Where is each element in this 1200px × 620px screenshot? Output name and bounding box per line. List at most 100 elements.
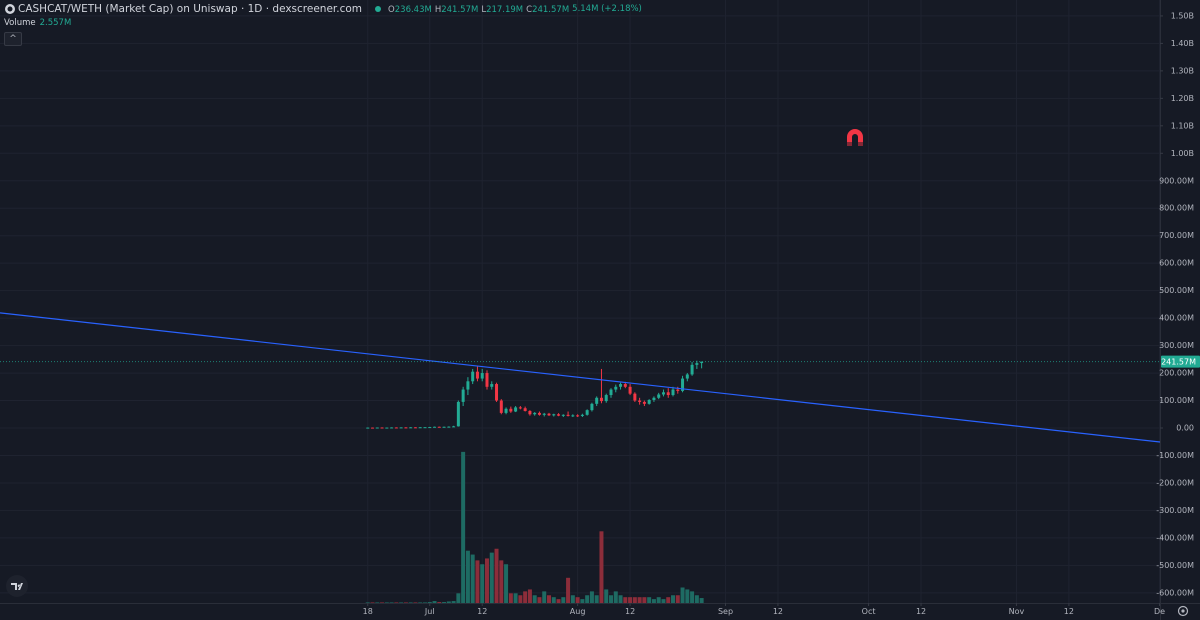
volume-bar <box>671 595 676 603</box>
candle-body <box>461 389 465 402</box>
volume-bar <box>523 591 528 603</box>
ohlc-value: 241.57M <box>441 4 479 15</box>
trendline <box>0 312 1161 443</box>
volume-bar <box>647 597 652 603</box>
volume-bar <box>656 597 661 603</box>
candles <box>366 360 704 429</box>
x-tick-label: 12 <box>773 607 783 616</box>
collapse-button[interactable]: ^ <box>4 32 22 46</box>
candle-body <box>523 408 527 411</box>
volume-bar <box>365 602 370 603</box>
candle-body <box>475 371 479 379</box>
candle-body <box>671 389 675 396</box>
candle-body <box>647 399 651 404</box>
volume-name: Volume <box>4 18 36 28</box>
candle-body <box>423 427 427 429</box>
volume-bar <box>570 595 575 603</box>
volume-bar <box>599 531 604 603</box>
volume-bar <box>451 601 456 603</box>
candle-body <box>518 407 522 409</box>
candle-body <box>442 426 446 428</box>
y-tick-label: -100.00M <box>1156 451 1194 460</box>
change: 5.14M (+2.18%) <box>572 4 642 14</box>
volume-bar <box>437 602 442 603</box>
candle-body <box>509 408 513 412</box>
legend: CASHCAT/WETH (Market Cap) on Uniswap · 1… <box>4 2 645 30</box>
volume-bar <box>537 597 542 603</box>
ohlc-key: O <box>388 4 395 15</box>
y-tick-label: 1.10B <box>1171 121 1194 130</box>
volume-bar <box>380 602 385 603</box>
candle-body <box>366 427 370 429</box>
candle-body <box>418 427 422 429</box>
volume-bar <box>418 602 423 603</box>
volume-bar <box>623 597 628 603</box>
volume-bar <box>518 595 523 603</box>
candle-body <box>590 403 594 411</box>
ohlc-legend: O236.43M H241.57M L217.19M C241.57M <box>388 2 572 17</box>
last-price-label: 241.57M <box>1161 358 1196 367</box>
ohlc-key: C <box>526 4 533 15</box>
volume-bar <box>618 595 623 603</box>
volume-bar <box>675 595 680 603</box>
y-tick-label: 1.00B <box>1171 149 1194 158</box>
volume-bar <box>484 558 489 603</box>
y-tick-label: 800.00M <box>1159 204 1194 213</box>
candle-body <box>552 414 556 416</box>
candle-body <box>542 413 546 415</box>
volume-bar <box>685 589 690 603</box>
volume-bar <box>532 595 537 603</box>
candle-body <box>528 410 532 415</box>
candle-body <box>380 427 384 429</box>
volume-bar <box>637 597 642 603</box>
x-tick-label: De <box>1154 607 1165 616</box>
candle-body <box>375 427 379 429</box>
candle-body <box>557 414 561 416</box>
volume-bar <box>394 602 399 603</box>
candle-body <box>609 389 613 396</box>
volume-bar <box>575 597 580 603</box>
candle-body <box>537 412 541 415</box>
x-tick-label: 12 <box>625 607 635 616</box>
magnet-icon[interactable] <box>847 129 863 146</box>
candle-body <box>533 412 537 415</box>
volume-bar <box>375 602 380 603</box>
tv-logo[interactable] <box>6 575 28 597</box>
volume-bar <box>642 597 647 603</box>
candle-body <box>566 414 570 416</box>
ohlc-value: 236.43M <box>394 4 432 15</box>
volume-bar <box>604 589 609 603</box>
candle-body <box>685 374 689 379</box>
volume-bar <box>609 595 614 603</box>
volume-bar <box>585 595 590 603</box>
x-tick-label: Oct <box>862 607 876 616</box>
settings-icon[interactable] <box>1177 605 1189 617</box>
volume-value: 2.557M <box>39 18 72 28</box>
volume-bar <box>465 550 470 603</box>
volume-bar <box>494 548 499 603</box>
candle-body <box>676 389 680 391</box>
volume-bar <box>489 552 494 603</box>
overlay <box>0 312 1161 443</box>
volume-bar <box>589 591 594 603</box>
volume-bar <box>508 593 513 603</box>
volume-bar <box>546 595 551 603</box>
candle-body <box>385 427 389 429</box>
volume-bar <box>690 591 695 603</box>
volume-bar <box>403 602 408 603</box>
axes: 1.50B 1.40B 1.30B 1.20B 1.10B 1.00B 900.00M 800… <box>363 11 1200 616</box>
candle-body <box>466 381 470 390</box>
candle-body <box>390 427 394 429</box>
candle-body <box>604 395 608 402</box>
candle-body <box>371 427 375 429</box>
volume-bar <box>413 602 418 603</box>
volume-bar <box>651 599 656 603</box>
candle-body <box>437 426 441 428</box>
volume-bar <box>408 602 413 603</box>
candle-body <box>681 378 685 391</box>
y-tick-label: 0.00 <box>1176 424 1194 433</box>
candle-body <box>599 397 603 402</box>
y-tick-label: 1.50B <box>1171 11 1194 20</box>
candle-body <box>595 397 599 404</box>
